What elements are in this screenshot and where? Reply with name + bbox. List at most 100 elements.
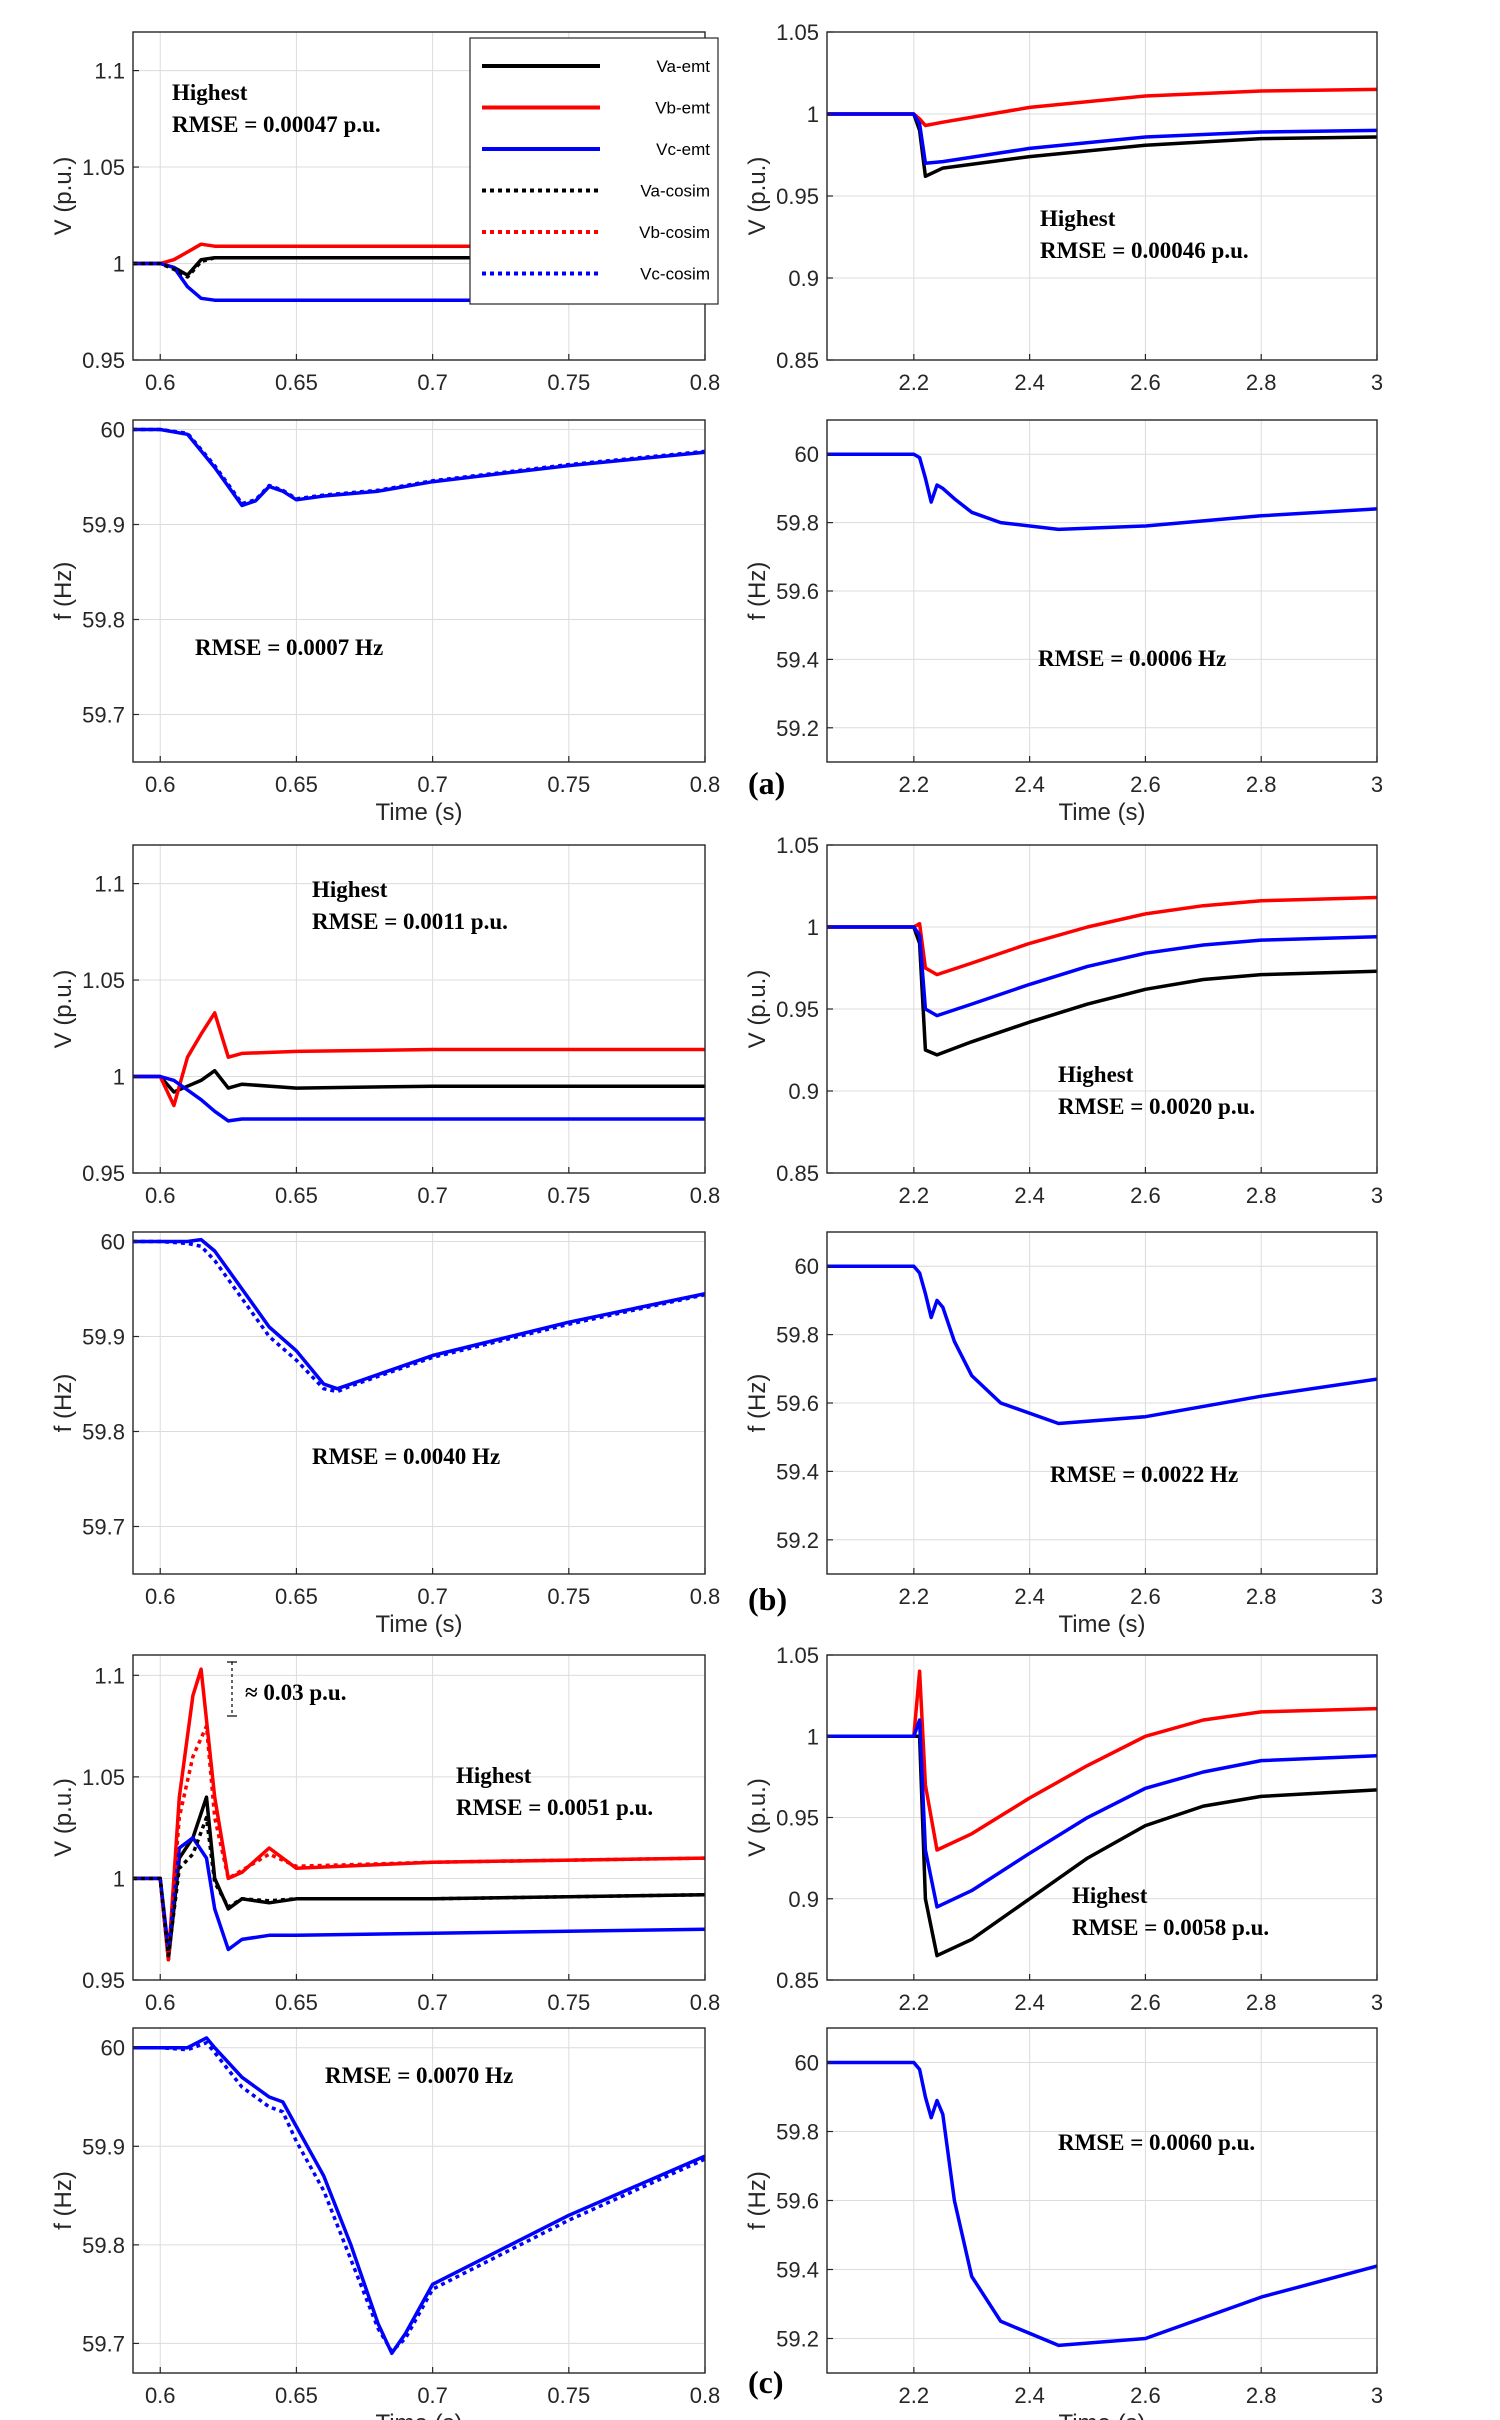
plot-area (133, 845, 705, 1173)
y-axis-label: f (Hz) (744, 1374, 771, 1433)
x-tick-label: 2.4 (1014, 370, 1045, 395)
plot-area (133, 1655, 705, 1980)
x-tick-label: 2.8 (1246, 2383, 1277, 2408)
x-tick-label: 0.8 (690, 772, 721, 797)
chart-c-v-left: 0.6 0.65 0.7 0.75 0.8 0.95 1 1.05 1.1 V (p.u.) Hig… (50, 1654, 721, 2015)
x-tick-label: 0.8 (690, 1584, 721, 1609)
annotation-rmse: RMSE = 0.0040 Hz (312, 1444, 500, 1469)
series-line-Va-cosim (133, 255, 705, 279)
y-tick-label: 59.6 (776, 579, 819, 604)
x-tick-label: 2.8 (1246, 772, 1277, 797)
series-line-Vc-emt (827, 925, 1377, 1018)
x-tick-label: 0.65 (275, 2383, 318, 2408)
series-line-f-emt (827, 1264, 1377, 1426)
y-tick-label: 0.95 (776, 1806, 819, 1831)
axes-box (132, 1654, 706, 1981)
callout-label: ≈ 0.03 p.u. (245, 1680, 346, 1705)
y-tick-label: 59.4 (776, 2258, 819, 2283)
x-tick-label: 0.6 (145, 2383, 176, 2408)
axes-box (132, 419, 706, 763)
panel-label-c: (c) (748, 2364, 784, 2400)
x-tick-label: 2.2 (899, 772, 930, 797)
series-line-f-emt (133, 1237, 705, 1391)
panel-label-b: (b) (748, 1581, 787, 1617)
y-tick-label: 59.2 (776, 1528, 819, 1553)
series-group (133, 1011, 705, 1123)
annotation-rmse: RMSE = 0.0058 p.u. (1072, 1915, 1269, 1940)
x-tick-label: 2.6 (1130, 1584, 1161, 1609)
series-line-Va-cosim (133, 1815, 705, 1958)
series-group (133, 2036, 705, 2356)
x-tick-label: 3 (1371, 1584, 1383, 1609)
series-line-Vc-emt (827, 112, 1377, 165)
annotation-rmse: RMSE = 0.0022 Hz (1050, 1462, 1238, 1487)
legend-label: Vc-cosim (640, 265, 710, 284)
y-tick-label: 0.9 (788, 1079, 819, 1104)
y-tick-label: 1 (113, 1065, 125, 1090)
series-line-Vb-emt (827, 1669, 1377, 1852)
y-tick-label: 59.8 (776, 511, 819, 536)
y-tick-label: 59.8 (82, 1420, 125, 1445)
y-tick-label: 59.9 (82, 2134, 125, 2159)
x-tick-label: 0.7 (417, 2383, 448, 2408)
y-tick-label: 59.9 (82, 513, 125, 538)
y-tick-label: 1.05 (776, 833, 819, 858)
series-line-Va-emt (133, 1068, 705, 1094)
x-tick-label: 2.6 (1130, 1990, 1161, 2015)
series-line-f-cosim (133, 2041, 705, 2354)
x-tick-label: 0.8 (690, 1183, 721, 1208)
y-tick-label: 60 (101, 418, 125, 443)
x-tick-label: 2.4 (1014, 1584, 1045, 1609)
y-tick-label: 0.85 (776, 1968, 819, 1993)
x-tick-label: 0.6 (145, 1183, 176, 1208)
series-group (827, 1669, 1377, 1958)
legend-label: Va-emt (656, 57, 710, 76)
y-axis-label: V (p.u.) (744, 970, 771, 1049)
x-tick-label: 0.8 (690, 1990, 721, 2015)
y-axis-label: V (p.u.) (50, 1778, 77, 1857)
chart-a-f-left: 0.6 0.65 0.7 0.75 0.8 59.7 59.8 59.9 60 Time (s) f… (50, 418, 720, 827)
x-tick-label: 0.65 (275, 772, 318, 797)
x-tick-label: 0.6 (145, 772, 176, 797)
series-group (133, 242, 705, 302)
annotation-rmse: RMSE = 0.0020 p.u. (1058, 1094, 1255, 1119)
x-tick-label: 2.2 (899, 1183, 930, 1208)
x-tick-label: 2.2 (899, 1990, 930, 2015)
x-axis-label: Time (s) (375, 2410, 462, 2420)
x-tick-label: 0.6 (145, 1990, 176, 2015)
series-group (133, 1667, 705, 1962)
series-line-Vb-emt (827, 895, 1377, 977)
y-tick-label: 0.95 (776, 184, 819, 209)
x-tick-label: 2.6 (1130, 1183, 1161, 1208)
series-group (133, 427, 705, 508)
chart-b-v-right: 2.2 2.4 2.6 2.8 3 0.85 0.9 0.95 1 1.05 V (p.u.) Hig… (744, 833, 1383, 1208)
x-tick-label: 0.8 (690, 370, 721, 395)
y-tick-label: 1.1 (94, 1663, 125, 1688)
y-axis-label: f (Hz) (744, 2171, 771, 2230)
series-line-f-emt (827, 452, 1377, 532)
series-line-Vb-emt (133, 1011, 705, 1108)
x-tick-label: 2.8 (1246, 1584, 1277, 1609)
series-line-Vc-emt (133, 261, 705, 302)
y-axis-label: f (Hz) (50, 1374, 77, 1433)
y-tick-label: 59.8 (776, 1323, 819, 1348)
series-group (827, 87, 1377, 179)
y-tick-label: 1.05 (776, 1643, 819, 1668)
x-axis-label: Time (s) (375, 799, 462, 826)
x-tick-label: 0.7 (417, 1990, 448, 2015)
x-axis-label: Time (s) (1058, 1611, 1145, 1638)
annotation-rmse: RMSE = 0.0051 p.u. (456, 1795, 653, 1820)
y-tick-label: 59.2 (776, 2327, 819, 2352)
series-line-Vc-emt (133, 1074, 705, 1123)
y-axis-label: V (p.u.) (744, 157, 771, 236)
annotation-title: Highest (312, 877, 388, 902)
y-tick-label: 1.05 (82, 155, 125, 180)
annotation-title: Highest (1072, 1883, 1148, 1908)
x-tick-label: 2.4 (1014, 1990, 1045, 2015)
y-axis-label: f (Hz) (50, 2171, 77, 2230)
chart-a-v-right: 2.2 2.4 2.6 2.8 3 0.85 0.9 0.95 1 1.05 V (p.u.) Hig… (744, 20, 1383, 395)
y-tick-label: 60 (795, 2051, 819, 2076)
y-tick-label: 1 (807, 102, 819, 127)
y-tick-label: 1.05 (82, 1765, 125, 1790)
axes-box (132, 2027, 706, 2374)
